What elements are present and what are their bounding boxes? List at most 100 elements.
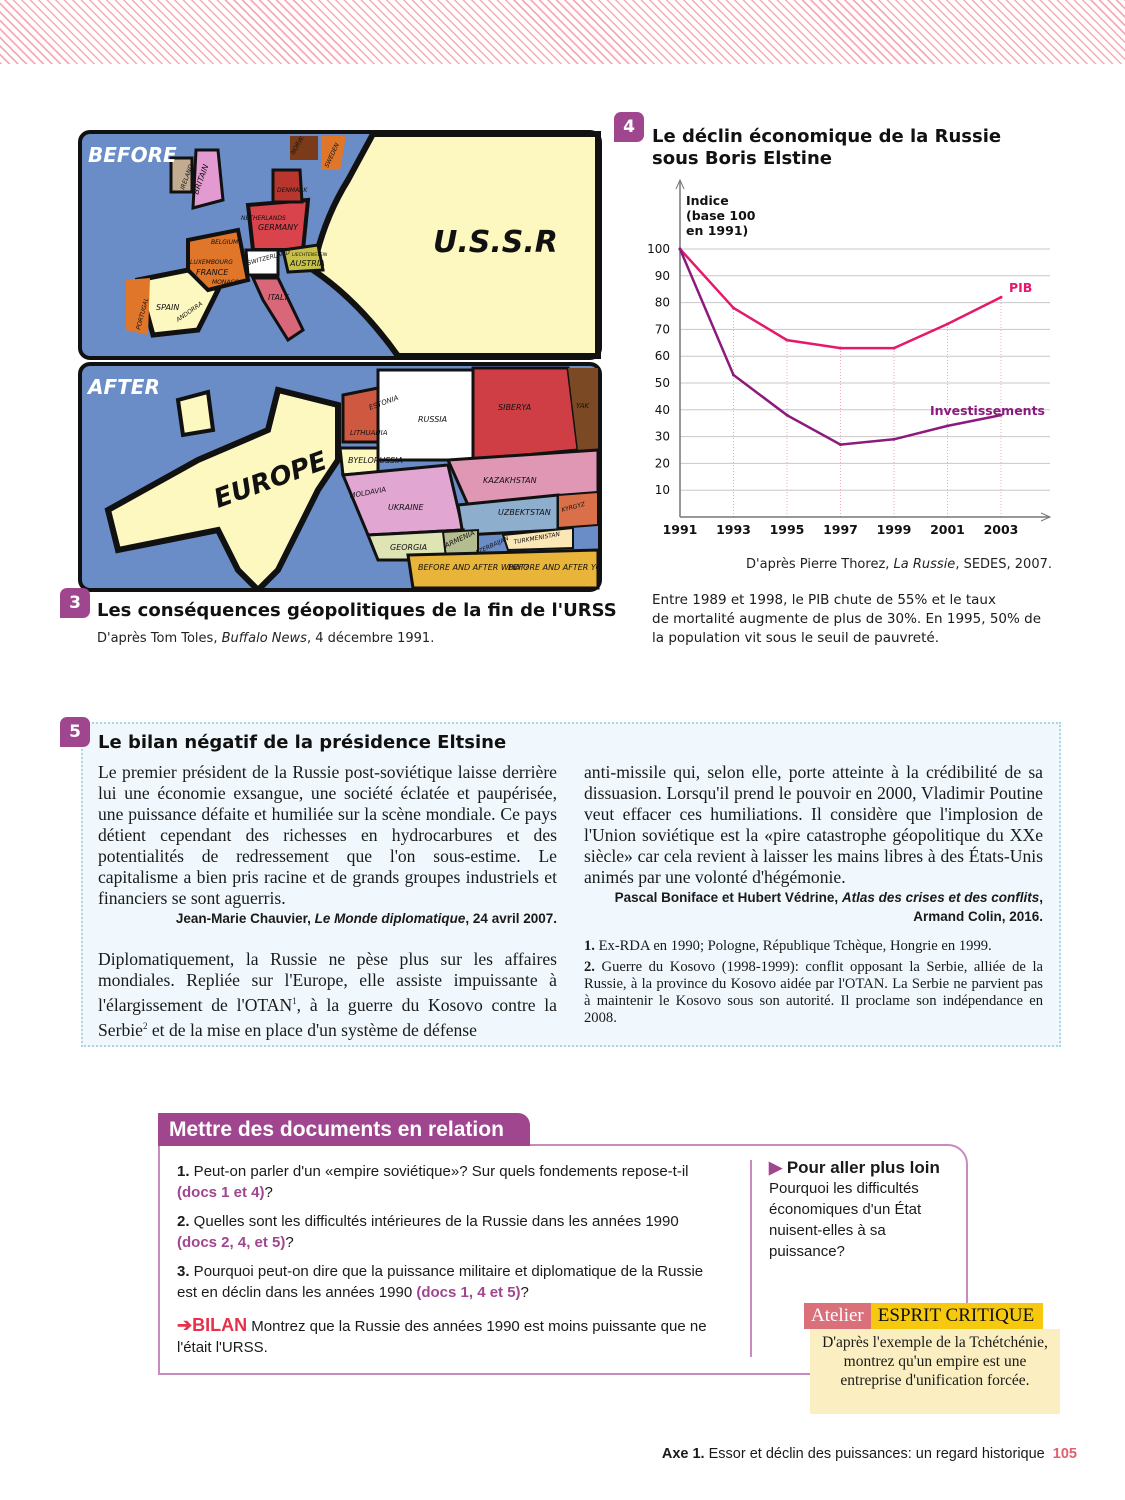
footnote-1: 1. Ex-RDA en 1990; Pologne, République T…	[584, 938, 992, 954]
cartoon-label: MONACO	[212, 279, 240, 286]
doc5-paragraph-1: Le premier président de la Russie post-s…	[98, 762, 557, 908]
page-number: 105	[1052, 1446, 1077, 1462]
page-footer: Axe 1. Essor et déclin des puissances: u…	[661, 1446, 1077, 1462]
data-point	[678, 247, 682, 251]
doc3-number-badge: 3	[60, 588, 90, 618]
doc4-title: Le déclin économique de la Russie sous Bo…	[652, 126, 1002, 169]
doc5-paragraph-2: Diplomatiquement, la Russie ne pèse plus…	[98, 949, 557, 1040]
legend-label: Investissements	[930, 403, 1045, 418]
x-tick-label: 1999	[877, 522, 912, 537]
x-tick-label: 1997	[823, 522, 858, 537]
divider	[750, 1160, 752, 1357]
data-point	[839, 346, 842, 350]
cartoon-before-title: BEFORE	[88, 143, 177, 167]
data-point	[946, 322, 949, 326]
cartoon-label: BEFORE AND AFTER YOU BUNKED	[508, 563, 602, 572]
y-tick-label: 10	[655, 483, 670, 497]
x-axis-arrow	[1040, 512, 1052, 522]
cartoon-label: RUSSIA	[418, 415, 447, 424]
x-tick-label: 1991	[663, 522, 698, 537]
further-title: Pour aller plus loin	[786, 1158, 940, 1177]
cartoon-label: GERMANY	[258, 223, 299, 232]
data-point	[785, 338, 789, 342]
y-tick-label: 80	[655, 296, 670, 310]
atelier-text: D'après l'exemple de la Tchétchénie, mon…	[810, 1329, 1060, 1414]
data-point	[732, 306, 735, 310]
y-tick-label: 100	[647, 242, 670, 256]
doc5-title: Le bilan négatif de la présidence Eltsin…	[98, 732, 507, 753]
doc4-number-badge: 4	[614, 112, 644, 142]
doc5-number-badge: 5	[60, 717, 90, 747]
cartoon-label: BELGIUM	[211, 239, 239, 246]
cartoon-label: NETHERLANDS	[241, 215, 286, 222]
y-axis-label: (base 100	[686, 208, 756, 223]
footnote-2: 2. Guerre du Kosovo (1998-1999): conflit…	[584, 959, 1043, 1026]
cartoon-label: DENMARK	[277, 187, 308, 194]
cartoon-label: LIECHTENSTEIN	[292, 252, 328, 258]
cartoon-label: UKRAINE	[388, 503, 424, 512]
doc4-caption: Entre 1989 et 1998, le PIB chute de 55% …	[652, 592, 1041, 646]
series-line-pib	[679, 248, 1002, 350]
further-text: Pourquoi les difficultés économiques d'u…	[769, 1180, 922, 1260]
y-tick-label: 40	[655, 403, 670, 417]
data-point	[839, 443, 842, 447]
y-tick-label: 20	[655, 456, 670, 470]
exercise-header: Mettre des documents en relation	[158, 1113, 530, 1146]
doc4-source: D'après Pierre Thorez, La Russie, SEDES,…	[746, 557, 1052, 572]
question-2: 2. Quelles sont les difficultés intérieu…	[177, 1213, 679, 1251]
atelier-header: Atelier ESPRIT CRITIQUE	[804, 1303, 1044, 1329]
doc3-source: D'après Tom Toles, Buffalo News, 4 décem…	[97, 631, 435, 646]
x-tick-label: 2001	[930, 522, 965, 537]
legend-label: PIB	[1009, 280, 1032, 295]
doc5-paragraph-3: anti-missile qui, selon elle, porte atte…	[584, 762, 1043, 887]
triangle-right-icon: ▶	[769, 1158, 783, 1177]
y-axis-arrow	[675, 178, 685, 190]
doc5-column-left: Le premier président de la Russie post-s…	[98, 762, 557, 1041]
doc5-citation-1: Jean-Marie Chauvier, Le Monde diplomatiq…	[175, 911, 557, 926]
question-1: 1. Peut-on parler d'un «empire soviétiqu…	[177, 1163, 689, 1201]
cartoon-ussr-label: U.S.S.R	[433, 225, 558, 260]
x-tick-label: 1995	[770, 522, 805, 537]
data-point	[732, 373, 735, 377]
further-section: ▶ Pour aller plus loin Pourquoi les diff…	[769, 1158, 944, 1262]
y-axis-label: Indice	[686, 193, 729, 208]
cartoon-label: FRANCE	[196, 268, 229, 277]
cartoon-after-title: AFTER	[86, 375, 160, 399]
line-chart: 10 20 30 40 50 60 70 80 90 100 1991 1993 1995 1997 199…	[647, 178, 1052, 537]
cartoon-label: ITALY	[268, 293, 290, 302]
exercise-questions: 1. Peut-on parler d'un «empire soviétiqu…	[177, 1161, 707, 1366]
arrow-right-icon: ➔	[177, 1315, 193, 1335]
doc5-citation-2: Pascal Boniface et Hubert Védrine, Atlas…	[614, 890, 1043, 924]
doc5-panel	[81, 722, 1061, 1047]
y-tick-label: 60	[655, 349, 670, 363]
data-point	[892, 437, 896, 441]
y-tick-label: 90	[655, 269, 670, 283]
cartoon-label: KAZAKHSTAN	[483, 476, 537, 485]
data-point	[785, 413, 789, 417]
cartoon-label: SIBERYA	[498, 403, 531, 412]
y-tick-label: 70	[655, 322, 670, 336]
doc5-column-right: anti-missile qui, selon elle, porte atte…	[584, 762, 1043, 1027]
cartoon-label: LITHUANIA	[350, 429, 388, 437]
data-point	[892, 346, 896, 350]
cartoon-label: YAK	[576, 402, 591, 410]
doc3-title: Les conséquences géopolitiques de la fin…	[97, 600, 617, 621]
cartoon-before-after: BEFORE U.S.S.R GERMANY FRANCE AUSTRIA SP…	[78, 130, 602, 592]
y-tick-label: 30	[655, 430, 670, 444]
cartoon-label: UZBEKTSTAN	[498, 508, 551, 517]
cartoon-label: AUSTRIA	[289, 259, 325, 268]
x-tick-label: 1993	[716, 522, 751, 537]
cartoon-label: BEFORE AND AFTER WHAT?	[418, 563, 530, 572]
data-point	[999, 295, 1003, 299]
cartoon-label: GEORGIA	[390, 543, 427, 552]
decorative-header-stripes	[0, 0, 1125, 64]
x-tick-label: 2003	[984, 522, 1019, 537]
cartoon-label: BYELORUSSIA	[348, 456, 403, 465]
data-point	[946, 424, 949, 428]
data-point	[999, 413, 1003, 417]
y-axis-label: en 1991)	[686, 223, 748, 238]
exercise-box	[158, 1144, 968, 1375]
bilan: ➔BILAN Montrez que la Russie des années …	[177, 1315, 707, 1356]
y-tick-label: 50	[655, 376, 670, 390]
cartoon-label: SPAIN	[156, 303, 179, 312]
